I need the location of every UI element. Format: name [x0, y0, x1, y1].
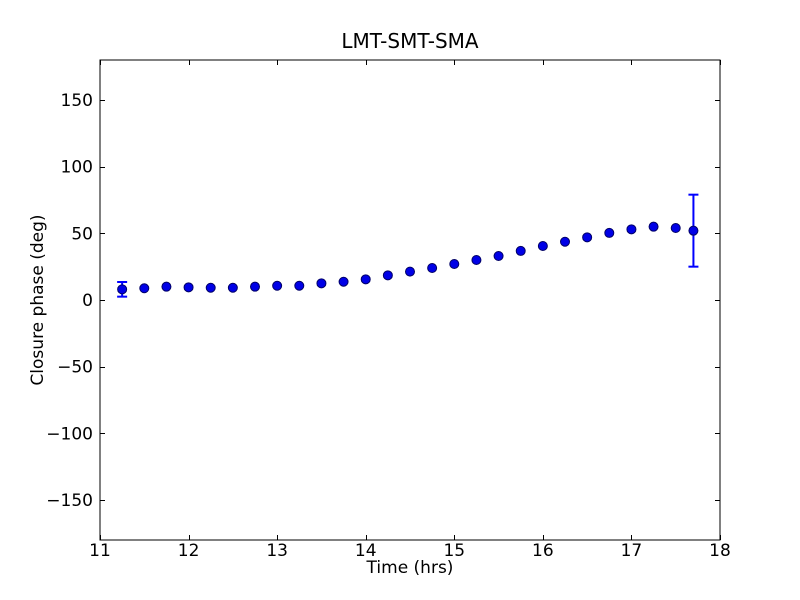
data-point-marker — [626, 224, 637, 235]
y-tick-label: −100 — [46, 424, 93, 444]
data-point-marker — [670, 223, 681, 233]
x-tick-label: 11 — [89, 541, 111, 561]
data-point-marker — [338, 276, 349, 287]
y-tick-label: 0 — [82, 291, 93, 311]
data-point-marker — [227, 282, 238, 293]
data-point-marker — [183, 282, 194, 293]
data-point-marker — [449, 259, 460, 269]
data-point-marker — [688, 225, 699, 236]
y-axis-label: Closure phase (deg) — [28, 214, 48, 386]
data-point-marker — [161, 281, 172, 292]
data-point-marker — [117, 284, 128, 295]
x-tick-label: 15 — [443, 541, 465, 561]
data-point-marker — [582, 232, 593, 243]
y-tick-label: 150 — [61, 91, 93, 111]
data-point-marker — [648, 221, 659, 232]
data-point-marker — [427, 263, 438, 273]
x-tick-label: 14 — [355, 541, 377, 561]
x-tick-label: 12 — [178, 541, 200, 561]
x-tick-label: 18 — [709, 541, 731, 561]
data-point-marker — [272, 280, 283, 291]
y-tick-label: 100 — [61, 158, 93, 178]
data-point-marker — [560, 236, 570, 247]
data-point-marker — [205, 282, 216, 293]
data-point-marker — [139, 283, 150, 294]
data-point-marker — [360, 274, 371, 285]
data-point-marker — [537, 241, 548, 251]
x-tick-label: 13 — [266, 541, 288, 561]
data-point-marker — [382, 270, 393, 281]
chart-title: LMT-SMT-SMA — [341, 29, 479, 53]
x-tick-label: 17 — [621, 541, 643, 561]
data-point-marker — [471, 255, 482, 265]
y-tick-label: 50 — [71, 224, 93, 244]
data-point-marker — [515, 245, 526, 256]
data-point-marker — [250, 281, 260, 292]
data-point-marker — [604, 227, 615, 238]
y-tick-label: −50 — [57, 358, 93, 378]
x-axis-label: Time (hrs) — [366, 558, 454, 578]
plot-border — [99, 59, 721, 541]
data-point-marker — [316, 278, 327, 289]
data-point-marker — [294, 280, 305, 291]
data-point-marker — [405, 266, 415, 277]
y-tick-label: −150 — [46, 491, 93, 511]
data-point-marker — [493, 251, 504, 261]
x-tick-label: 16 — [532, 541, 554, 561]
